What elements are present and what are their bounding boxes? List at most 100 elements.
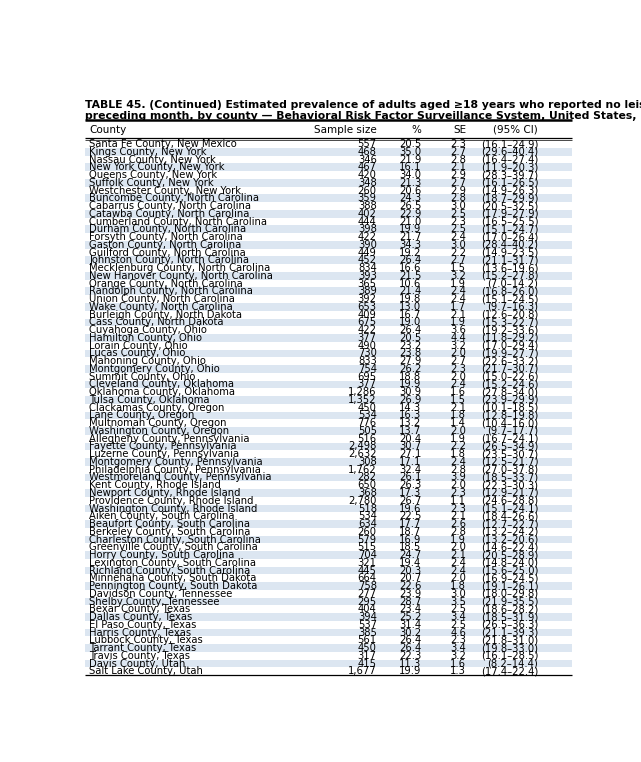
Text: Forsyth County, North Carolina: Forsyth County, North Carolina bbox=[89, 232, 243, 242]
Text: Cumberland County, North Carolina: Cumberland County, North Carolina bbox=[89, 216, 267, 226]
Text: 23.9: 23.9 bbox=[399, 589, 421, 599]
Text: 3.0: 3.0 bbox=[451, 589, 466, 599]
Text: (11.9–20.3): (11.9–20.3) bbox=[481, 162, 538, 172]
Text: Wake County, North Carolina: Wake County, North Carolina bbox=[89, 302, 233, 312]
Text: 35.0: 35.0 bbox=[399, 147, 421, 157]
Text: 26.7: 26.7 bbox=[399, 496, 421, 506]
Text: Aiken County, South Carolina: Aiken County, South Carolina bbox=[89, 511, 235, 521]
Text: (21.1–39.3): (21.1–39.3) bbox=[481, 628, 538, 638]
Bar bbox=[85, 660, 572, 668]
Text: (15.2–24.6): (15.2–24.6) bbox=[481, 379, 538, 389]
Bar bbox=[85, 636, 572, 644]
Text: 377: 377 bbox=[358, 333, 377, 343]
Bar bbox=[85, 248, 572, 257]
Text: 776: 776 bbox=[358, 418, 377, 428]
Bar bbox=[85, 419, 572, 427]
Bar bbox=[85, 489, 572, 497]
Text: 2.4: 2.4 bbox=[450, 565, 466, 575]
Bar bbox=[85, 520, 572, 528]
Text: 26.4: 26.4 bbox=[399, 643, 421, 653]
Text: 3.4: 3.4 bbox=[451, 643, 466, 653]
Text: 2.4: 2.4 bbox=[450, 287, 466, 296]
Text: 1.9: 1.9 bbox=[450, 434, 466, 443]
Text: 377: 377 bbox=[358, 379, 377, 389]
Text: (15.2–27.8): (15.2–27.8) bbox=[481, 271, 538, 281]
Text: 445: 445 bbox=[358, 565, 377, 575]
Text: New York County, New York: New York County, New York bbox=[89, 162, 224, 172]
Text: 537: 537 bbox=[358, 620, 377, 630]
Text: 4.6: 4.6 bbox=[450, 628, 466, 638]
Text: (14.9–26.3): (14.9–26.3) bbox=[481, 186, 538, 196]
Text: 398: 398 bbox=[358, 224, 377, 235]
Bar bbox=[85, 597, 572, 606]
Text: 2.0: 2.0 bbox=[450, 573, 466, 583]
Text: 534: 534 bbox=[358, 411, 377, 421]
Text: Berkeley County, South Carolina: Berkeley County, South Carolina bbox=[89, 527, 251, 536]
Text: 19.6: 19.6 bbox=[399, 504, 421, 514]
Text: Washington County, Rhode Island: Washington County, Rhode Island bbox=[89, 504, 258, 514]
Text: (20.5–28.9): (20.5–28.9) bbox=[481, 550, 538, 560]
Text: 19.9: 19.9 bbox=[399, 379, 421, 389]
Text: (15.6–25.0): (15.6–25.0) bbox=[481, 565, 538, 575]
Text: Cleveland County, Oklahoma: Cleveland County, Oklahoma bbox=[89, 379, 234, 389]
Bar bbox=[85, 365, 572, 373]
Text: 2.1: 2.1 bbox=[450, 550, 466, 560]
Text: Kings County, New York: Kings County, New York bbox=[89, 147, 206, 157]
Bar bbox=[85, 342, 572, 350]
Text: 317: 317 bbox=[358, 651, 377, 661]
Bar bbox=[85, 121, 572, 139]
Text: 2.0: 2.0 bbox=[450, 426, 466, 436]
Text: 653: 653 bbox=[358, 302, 377, 312]
Text: 515: 515 bbox=[358, 543, 377, 552]
Text: 260: 260 bbox=[358, 186, 377, 196]
Text: 19.9: 19.9 bbox=[399, 666, 421, 677]
Text: Montgomery County, Ohio: Montgomery County, Ohio bbox=[89, 364, 220, 374]
Text: Beaufort County, South Carolina: Beaufort County, South Carolina bbox=[89, 519, 250, 529]
Text: 295: 295 bbox=[358, 597, 377, 607]
Text: 390: 390 bbox=[358, 240, 377, 250]
Text: New Hanover County, North Carolina: New Hanover County, North Carolina bbox=[89, 271, 273, 281]
Text: Travis County, Texas: Travis County, Texas bbox=[89, 651, 190, 661]
Text: (19.2–33.6): (19.2–33.6) bbox=[481, 325, 538, 335]
Text: Oklahoma County, Oklahoma: Oklahoma County, Oklahoma bbox=[89, 387, 235, 397]
Text: 3.2: 3.2 bbox=[450, 651, 466, 661]
Text: Allegheny County, Pennsylvania: Allegheny County, Pennsylvania bbox=[89, 434, 249, 443]
Text: (11.8–29.2): (11.8–29.2) bbox=[481, 333, 538, 343]
Text: (16.5–25.5): (16.5–25.5) bbox=[481, 216, 538, 226]
Text: 26.4: 26.4 bbox=[399, 325, 421, 335]
Bar bbox=[85, 280, 572, 287]
Bar bbox=[85, 551, 572, 559]
Text: 1.6: 1.6 bbox=[450, 387, 466, 397]
Text: (17.4–22.4): (17.4–22.4) bbox=[481, 666, 538, 677]
Text: 2.2: 2.2 bbox=[450, 248, 466, 258]
Text: Cabarrus County, North Carolina: Cabarrus County, North Carolina bbox=[89, 201, 251, 211]
Text: 21.9: 21.9 bbox=[399, 155, 421, 165]
Text: 2,632: 2,632 bbox=[348, 450, 377, 459]
Text: Philadelphia County, Pennsylvania: Philadelphia County, Pennsylvania bbox=[89, 465, 261, 475]
Text: 24.7: 24.7 bbox=[399, 550, 421, 560]
Text: 30.7: 30.7 bbox=[399, 441, 421, 451]
Text: 1.4: 1.4 bbox=[450, 418, 466, 428]
Text: (13.2–24.2): (13.2–24.2) bbox=[481, 527, 538, 536]
Text: 21.7: 21.7 bbox=[399, 232, 421, 242]
Text: 664: 664 bbox=[358, 573, 377, 583]
Text: 2.7: 2.7 bbox=[450, 178, 466, 187]
Text: 13.0: 13.0 bbox=[399, 302, 421, 312]
Text: (15.1–24.1): (15.1–24.1) bbox=[481, 504, 538, 514]
Text: 2.1: 2.1 bbox=[450, 402, 466, 413]
Text: (23.9–29.9): (23.9–29.9) bbox=[481, 395, 538, 405]
Text: 13.7: 13.7 bbox=[399, 426, 421, 436]
Text: 393: 393 bbox=[358, 271, 377, 281]
Text: 24.3: 24.3 bbox=[399, 194, 421, 203]
Text: 1.9: 1.9 bbox=[450, 534, 466, 545]
Bar bbox=[85, 582, 572, 590]
Text: 420: 420 bbox=[358, 170, 377, 180]
Text: 579: 579 bbox=[358, 534, 377, 545]
Bar bbox=[85, 264, 572, 272]
Text: Catawba County, North Carolina: Catawba County, North Carolina bbox=[89, 209, 249, 219]
Bar bbox=[85, 435, 572, 443]
Text: Multnomah County, Oregon: Multnomah County, Oregon bbox=[89, 418, 226, 428]
Text: 3.2: 3.2 bbox=[450, 271, 466, 281]
Text: 2.9: 2.9 bbox=[450, 170, 466, 180]
Bar bbox=[85, 482, 572, 489]
